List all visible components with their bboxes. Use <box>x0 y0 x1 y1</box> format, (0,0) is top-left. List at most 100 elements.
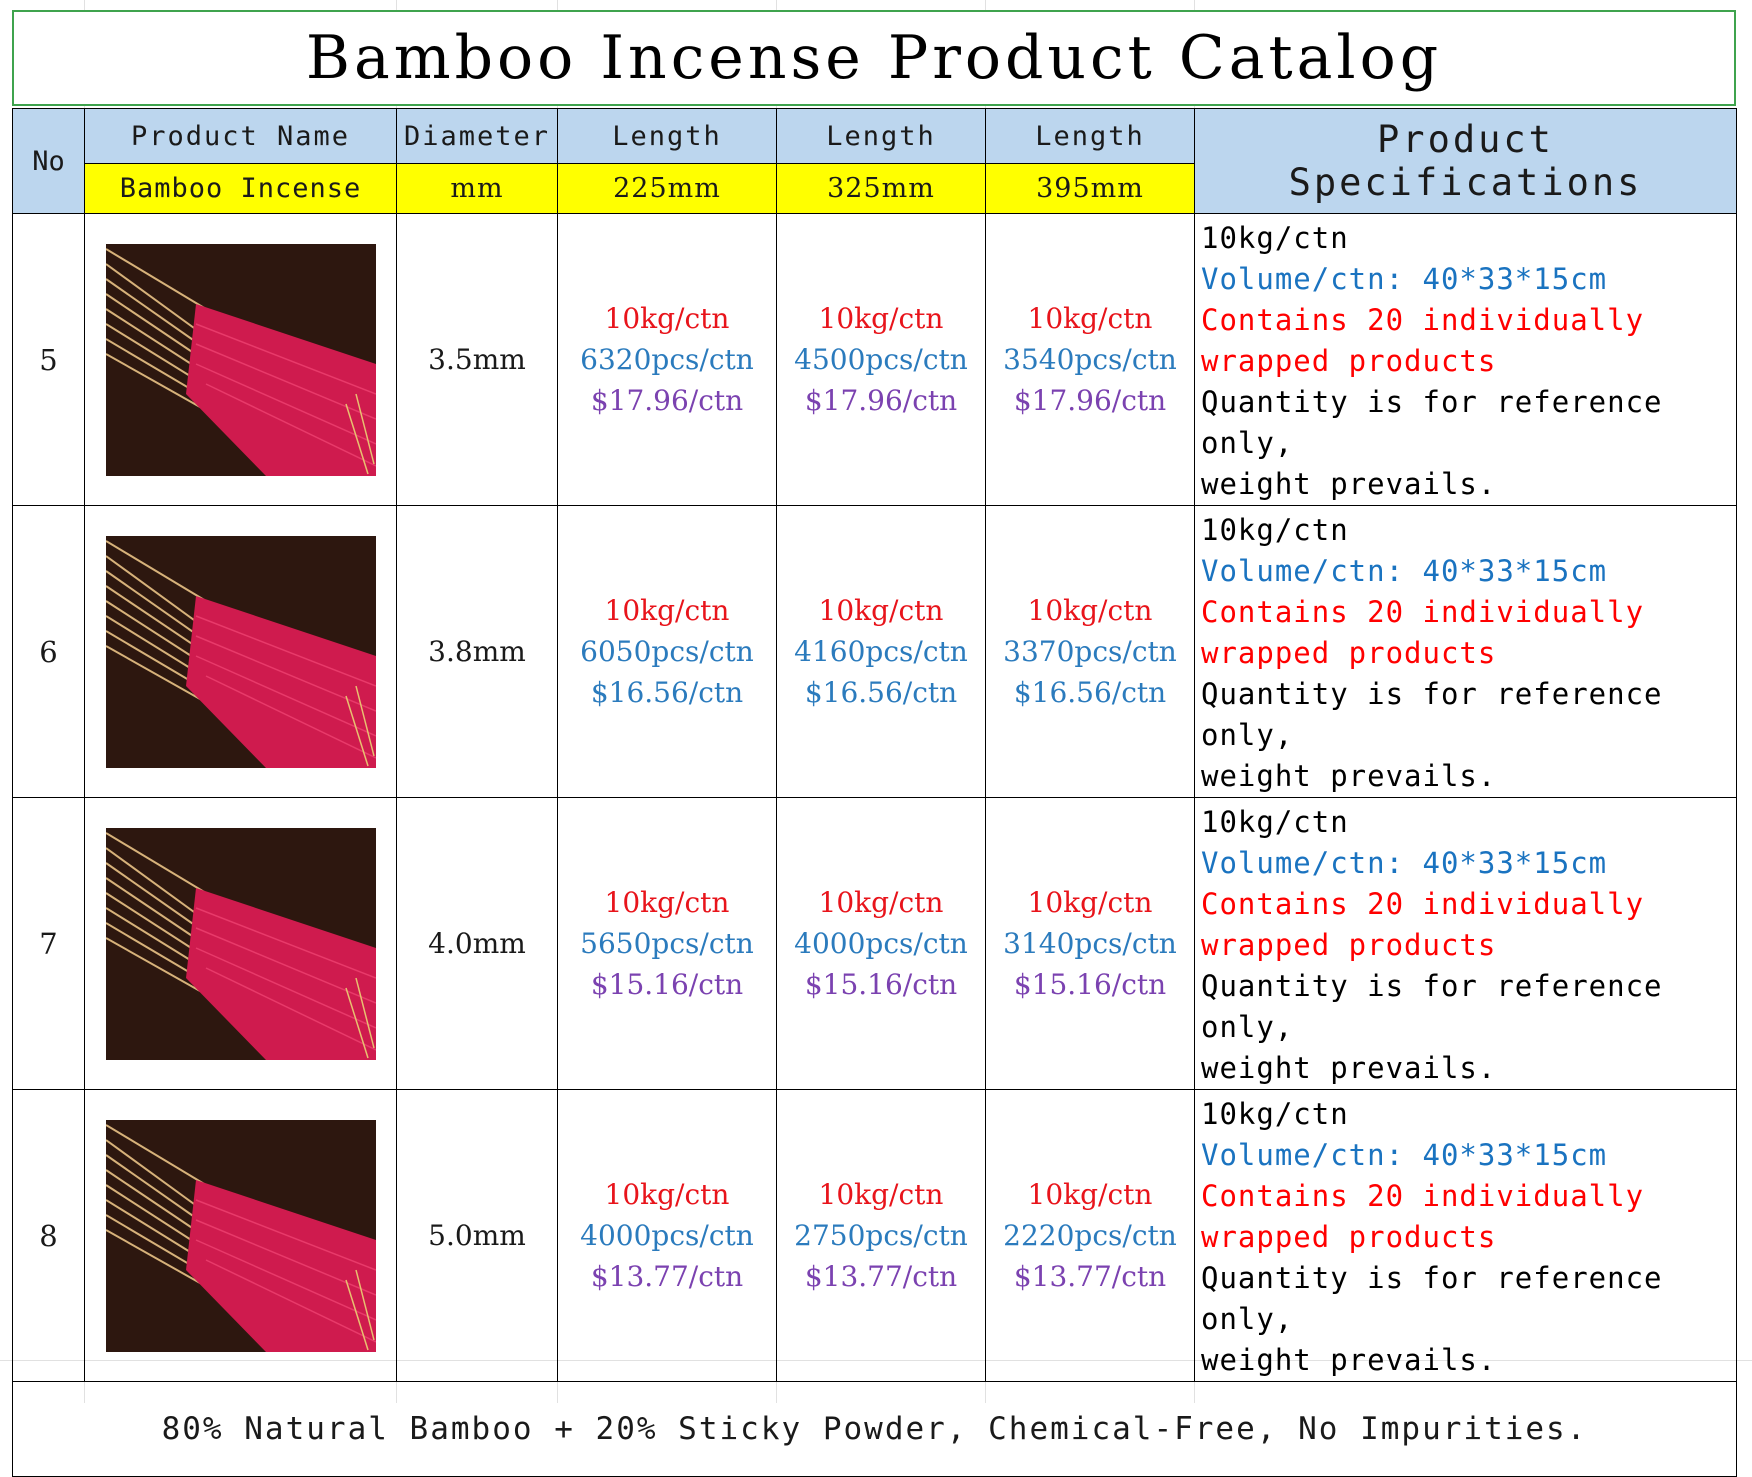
length-225-cell: 10kg/ctn 6050pcs/ctn $16.56/ctn <box>557 505 777 798</box>
weight-text: 10kg/ctn <box>818 1178 944 1211</box>
length-395-cell: 10kg/ctn 3140pcs/ctn $15.16/ctn <box>985 797 1195 1090</box>
weight-text: 10kg/ctn <box>604 886 730 919</box>
spec-volume: Volume/ctn: 40*33*15cm <box>1201 554 1608 588</box>
price-text: $13.77/ctn <box>804 1260 958 1293</box>
table-row: 6 <box>12 505 1737 798</box>
header-product-value: Bamboo Incense <box>84 163 397 214</box>
price-text: $16.56/ctn <box>804 676 958 709</box>
specifications-cell: 10kg/ctn Volume/ctn: 40*33*15cm Contains… <box>1194 797 1737 1090</box>
diameter-value: 3.8mm <box>396 505 558 798</box>
spec-contains: wrapped products <box>1201 928 1497 962</box>
diameter-value: 3.5mm <box>396 213 558 506</box>
spec-volume: Volume/ctn: 40*33*15cm <box>1201 1138 1608 1172</box>
weight-text: 10kg/ctn <box>604 594 730 627</box>
price-text: $17.96/ctn <box>590 384 744 417</box>
price-text: $16.56/ctn <box>1013 676 1167 709</box>
table-row: 5 <box>12 213 1737 506</box>
spec-contains: Contains 20 individually <box>1201 1179 1645 1213</box>
page-title: Bamboo Incense Product Catalog <box>12 10 1736 106</box>
length-325-cell: 10kg/ctn 4000pcs/ctn $15.16/ctn <box>776 797 986 1090</box>
header-no: No <box>12 108 85 214</box>
spec-note: weight prevails. <box>1201 1343 1497 1377</box>
spec-contains: wrapped products <box>1201 1220 1497 1254</box>
row-number: 6 <box>12 505 85 798</box>
weight-text: 10kg/ctn <box>604 1178 730 1211</box>
price-text: $13.77/ctn <box>1013 1260 1167 1293</box>
price-text: $15.16/ctn <box>590 968 744 1001</box>
price-text: $15.16/ctn <box>804 968 958 1001</box>
length-225-cell: 10kg/ctn 5650pcs/ctn $15.16/ctn <box>557 797 777 1090</box>
pcs-text: 4500pcs/ctn <box>794 343 968 376</box>
pcs-text: 3140pcs/ctn <box>1003 927 1177 960</box>
pcs-text: 5650pcs/ctn <box>580 927 754 960</box>
header-specifications: Product Specifications <box>1194 108 1737 214</box>
header-length-395: Length <box>985 108 1195 164</box>
spec-contains: Contains 20 individually <box>1201 595 1645 629</box>
spec-note: Quantity is for reference only, <box>1201 677 1663 752</box>
weight-text: 10kg/ctn <box>818 302 944 335</box>
weight-text: 10kg/ctn <box>1027 594 1153 627</box>
weight-text: 10kg/ctn <box>818 594 944 627</box>
header-length-value-225: 225mm <box>557 163 777 214</box>
pcs-text: 2220pcs/ctn <box>1003 1219 1177 1252</box>
pcs-text: 6050pcs/ctn <box>580 635 754 668</box>
spec-weight: 10kg/ctn <box>1201 221 1349 255</box>
table-row: 7 <box>12 797 1737 1090</box>
bamboo-incense-photo <box>105 243 376 476</box>
header-length-value-395: 395mm <box>985 163 1195 214</box>
price-text: $15.16/ctn <box>1013 968 1167 1001</box>
pcs-text: 6320pcs/ctn <box>580 343 754 376</box>
diameter-value: 4.0mm <box>396 797 558 1090</box>
weight-text: 10kg/ctn <box>1027 886 1153 919</box>
spec-weight: 10kg/ctn <box>1201 513 1349 547</box>
spec-weight: 10kg/ctn <box>1201 805 1349 839</box>
row-number: 7 <box>12 797 85 1090</box>
product-image-cell <box>84 505 397 798</box>
header-diameter-unit: mm <box>396 163 558 214</box>
footer-note: 80% Natural Bamboo + 20% Sticky Powder, … <box>12 1381 1737 1477</box>
header-diameter: Diameter <box>396 108 558 164</box>
spec-note: weight prevails. <box>1201 467 1497 501</box>
price-text: $17.96/ctn <box>1013 384 1167 417</box>
bamboo-incense-photo <box>105 1119 376 1352</box>
spec-volume: Volume/ctn: 40*33*15cm <box>1201 262 1608 296</box>
specifications-cell: 10kg/ctn Volume/ctn: 40*33*15cm Contains… <box>1194 505 1737 798</box>
row-number: 5 <box>12 213 85 506</box>
specifications-cell: 10kg/ctn Volume/ctn: 40*33*15cm Contains… <box>1194 213 1737 506</box>
spec-note: weight prevails. <box>1201 1051 1497 1085</box>
product-image-cell <box>84 213 397 506</box>
weight-text: 10kg/ctn <box>1027 1178 1153 1211</box>
length-395-cell: 10kg/ctn 3540pcs/ctn $17.96/ctn <box>985 213 1195 506</box>
row-number: 8 <box>12 1089 85 1382</box>
table-row: 8 <box>12 1089 1737 1382</box>
pcs-text: 4000pcs/ctn <box>794 927 968 960</box>
spec-weight: 10kg/ctn <box>1201 1097 1349 1131</box>
length-325-cell: 10kg/ctn 4160pcs/ctn $16.56/ctn <box>776 505 986 798</box>
header-length-325: Length <box>776 108 986 164</box>
specifications-cell: 10kg/ctn Volume/ctn: 40*33*15cm Contains… <box>1194 1089 1737 1382</box>
spec-contains: Contains 20 individually <box>1201 303 1645 337</box>
length-395-cell: 10kg/ctn 2220pcs/ctn $13.77/ctn <box>985 1089 1195 1382</box>
spec-note: weight prevails. <box>1201 759 1497 793</box>
spec-contains: wrapped products <box>1201 636 1497 670</box>
length-325-cell: 10kg/ctn 4500pcs/ctn $17.96/ctn <box>776 213 986 506</box>
price-text: $13.77/ctn <box>590 1260 744 1293</box>
price-text: $17.96/ctn <box>804 384 958 417</box>
pcs-text: 3540pcs/ctn <box>1003 343 1177 376</box>
header-length-value-325: 325mm <box>776 163 986 214</box>
pcs-text: 2750pcs/ctn <box>794 1219 968 1252</box>
spec-volume: Volume/ctn: 40*33*15cm <box>1201 846 1608 880</box>
pcs-text: 3370pcs/ctn <box>1003 635 1177 668</box>
weight-text: 10kg/ctn <box>818 886 944 919</box>
catalog-table: No Product Name Diameter Length Length L… <box>12 108 1737 1477</box>
length-395-cell: 10kg/ctn 3370pcs/ctn $16.56/ctn <box>985 505 1195 798</box>
product-image-cell <box>84 1089 397 1382</box>
bamboo-incense-photo <box>105 827 376 1060</box>
spec-note: Quantity is for reference only, <box>1201 1261 1663 1336</box>
spec-contains: wrapped products <box>1201 344 1497 378</box>
weight-text: 10kg/ctn <box>604 302 730 335</box>
diameter-value: 5.0mm <box>396 1089 558 1382</box>
length-325-cell: 10kg/ctn 2750pcs/ctn $13.77/ctn <box>776 1089 986 1382</box>
price-text: $16.56/ctn <box>590 676 744 709</box>
header-product-name: Product Name <box>84 108 397 164</box>
